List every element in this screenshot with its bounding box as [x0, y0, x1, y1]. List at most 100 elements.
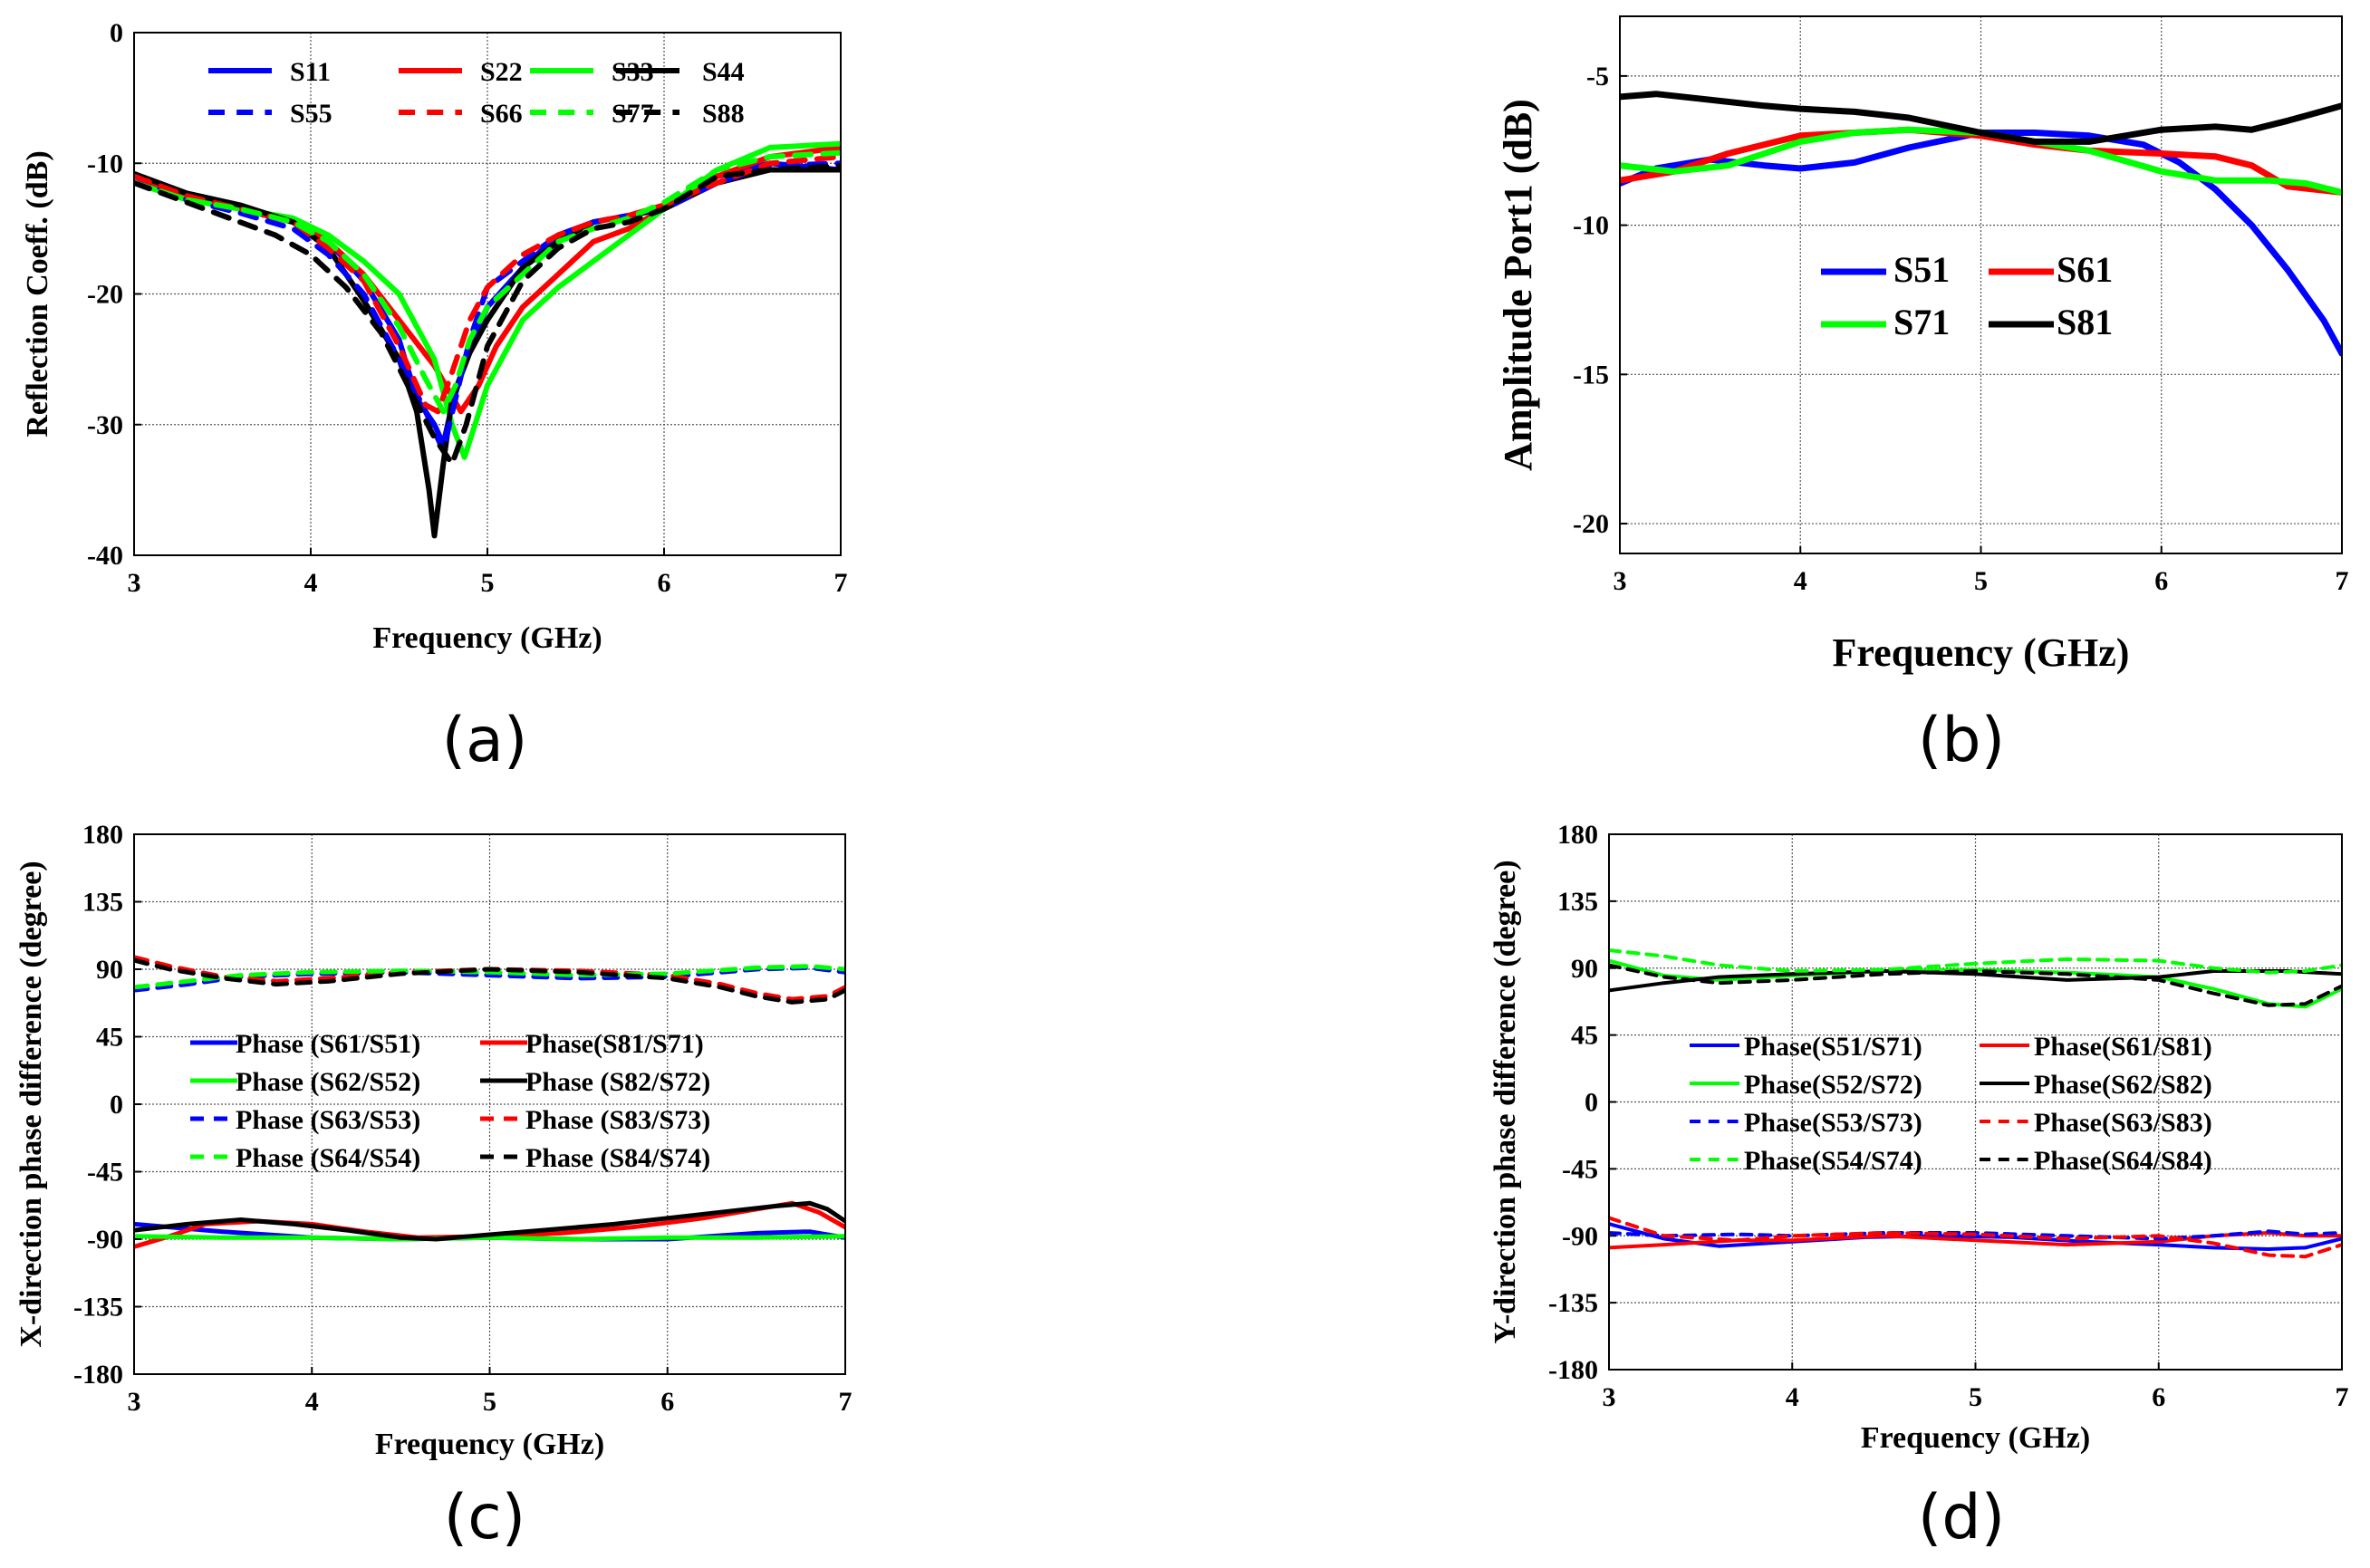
x-tick-label: 5	[1969, 1382, 1982, 1412]
series-line-phase-s63-s83-	[1609, 1216, 2342, 1259]
y-tick-label: -135	[1548, 1288, 1598, 1318]
panel-b: 3 4 5 6 7 -20 -15 -10 -5 Frequency (GHz) Amplitude…	[1496, 15, 2349, 675]
series-line-phase-s62-s52-	[134, 1234, 845, 1242]
x-tick-label: 7	[839, 1387, 853, 1417]
y-tick-label: -30	[87, 410, 123, 440]
y-tick-label: 180	[1557, 820, 1598, 850]
x-tick-label: 7	[2336, 566, 2349, 596]
legend-label: S66	[480, 99, 523, 129]
x-tick-label: 5	[481, 568, 495, 598]
panel-a: 3 4 5 6 7 -40 -30 -20 -10 0 Frequency (GHz) Reflect…	[21, 18, 848, 655]
series-group	[134, 140, 841, 539]
series-group	[1609, 948, 2342, 1259]
y-tick-label: -90	[87, 1225, 123, 1255]
y-tick-label: -20	[1573, 509, 1609, 539]
y-tick-label: -180	[1548, 1355, 1598, 1385]
series-line-s88	[134, 163, 841, 467]
y-tick-label: -5	[1586, 62, 1609, 91]
legend-label: S44	[702, 57, 745, 87]
y-axis-label: Y-direction phase difference (degree)	[1488, 860, 1522, 1343]
y-tick-label: 45	[1571, 1021, 1598, 1051]
panel-c: 3 4 5 6 7-180-135-90-4504590135180Frequency …	[14, 820, 853, 1461]
series-line-s51	[1620, 130, 2342, 357]
x-tick-label: 3	[128, 568, 141, 598]
y-tick-label: -45	[1562, 1154, 1598, 1184]
x-tick-label: 7	[834, 568, 848, 598]
x-tick-label: 4	[305, 1387, 319, 1417]
y-tick-label: -10	[87, 149, 123, 178]
legend-label: S61	[2057, 249, 2113, 290]
y-tick-label: -40	[87, 541, 123, 571]
series-line-phase-s64-s84-	[1609, 963, 2342, 1007]
legend-label: Phase (S61/S51)	[236, 1029, 420, 1059]
legend-label: Phase(S54/S74)	[1744, 1146, 1922, 1176]
x-axis-label: Frequency (GHz)	[1861, 1421, 2090, 1455]
y-tick-label: -20	[87, 280, 123, 310]
legend-label: Phase (S83/S73)	[525, 1105, 710, 1135]
legend-label: S71	[1893, 302, 1950, 342]
series-line-s77	[134, 149, 841, 415]
series-line-s81	[1620, 91, 2342, 145]
y-tick-label: -90	[1562, 1221, 1598, 1251]
legend-label: Phase(S53/S73)	[1744, 1108, 1922, 1138]
legend-label: S51	[1893, 249, 1950, 290]
x-tick-label: 4	[304, 568, 318, 598]
panel-d: 3 4 5 6 7-180-135-90-4504590135180Frequency …	[1488, 820, 2349, 1455]
y-tick-label: 0	[110, 1090, 123, 1120]
legend-label: S55	[290, 99, 332, 129]
caption-d: (d)	[1918, 1482, 2005, 1554]
y-tick-label: 45	[96, 1023, 123, 1053]
x-tick-label: 4	[1794, 566, 1807, 596]
x-tick-label: 3	[1614, 566, 1627, 596]
x-tick-label: 3	[128, 1387, 141, 1417]
y-axis-label: Amplitude Port1 (dB)	[1496, 99, 1540, 471]
y-tick-label: 90	[96, 955, 123, 985]
x-tick-label: 6	[658, 568, 671, 598]
legend-label: Phase(S52/S72)	[1744, 1070, 1922, 1100]
y-tick-label: 180	[82, 820, 123, 850]
x-tick-label: 4	[1786, 1382, 1799, 1412]
legend-label: S88	[702, 99, 745, 129]
legend-label: Phase(S62/S82)	[2034, 1070, 2212, 1100]
y-tick-label: 90	[1571, 954, 1598, 984]
y-tick-label: -180	[73, 1360, 123, 1390]
legend: Phase(S51/S71) Phase(S61/S81) Phase(S52/S7…	[1690, 1032, 2212, 1176]
y-tick-label: -45	[87, 1158, 123, 1188]
legend-label: Phase (S62/S52)	[236, 1067, 420, 1097]
y-tick-label: 135	[82, 888, 123, 918]
x-tick-label: 6	[660, 1387, 674, 1417]
legend: S11S22S33S44S55S66S77S88	[208, 57, 745, 129]
x-axis-label: Frequency (GHz)	[372, 621, 602, 655]
legend-label: S11	[290, 57, 331, 87]
caption-c: (c)	[444, 1482, 525, 1554]
legend-label: Phase (S63/S53)	[236, 1105, 420, 1135]
legend-label: Phase(S64/S84)	[2034, 1146, 2212, 1176]
x-tick-label: 3	[1603, 1382, 1616, 1412]
series-line-phase-s53-s73-	[1609, 1229, 2342, 1241]
caption-b: (b)	[1918, 705, 2005, 776]
legend: S51 S61 S71 S81	[1821, 249, 2113, 342]
x-tick-label: 5	[1974, 566, 1988, 596]
x-axis-label: Frequency (GHz)	[375, 1428, 604, 1461]
y-tick-label: -10	[1573, 211, 1609, 241]
y-axis-label: X-direction phase difference (degree)	[14, 861, 48, 1347]
series-group	[1620, 91, 2342, 357]
legend-label: Phase(S61/S81)	[2034, 1032, 2212, 1062]
legend-label: Phase (S82/S72)	[525, 1067, 710, 1097]
legend: Phase (S61/S51) Phase(S81/S71) Phase (S62/…	[190, 1029, 710, 1173]
series-line-phase-s54-s74-	[1609, 948, 2342, 975]
legend-label: Phase (S84/S74)	[525, 1143, 710, 1173]
caption-a: (a)	[442, 705, 528, 776]
series-line-phase-s82-s72-	[134, 1200, 845, 1242]
legend-label: S22	[480, 57, 523, 87]
y-axis-label: Reflection Coeff. (dB)	[21, 150, 54, 437]
series-group	[134, 955, 845, 1249]
y-tick-label: 135	[1557, 887, 1598, 917]
x-tick-label: 6	[2154, 566, 2168, 596]
legend-label: Phase(S51/S71)	[1744, 1032, 1922, 1062]
x-axis-label: Frequency (GHz)	[1833, 630, 2130, 675]
series-line-phase-s64-s54-	[134, 964, 845, 990]
series-line-phase-s84-s74-	[134, 957, 845, 1005]
legend-label: Phase(S63/S83)	[2034, 1108, 2212, 1138]
